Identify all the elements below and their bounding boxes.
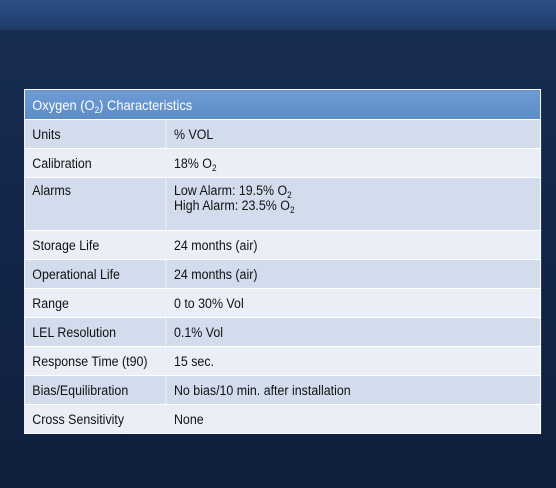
table-title: Oxygen (O2) Characteristics [23, 89, 542, 120]
oxygen-characteristics-table: Oxygen (O2) Characteristics Units % VOL … [23, 89, 542, 434]
row-value: % VOL [165, 119, 542, 149]
row-label: LEL Resolution [23, 317, 167, 347]
top-banner [0, 0, 556, 30]
table-row-operational-life: Operational Life 24 months (air) [23, 259, 542, 289]
row-label: Response Time (t90) [23, 346, 167, 376]
row-value: 24 months (air) [165, 230, 542, 260]
row-label: Units [23, 119, 167, 149]
row-label: Alarms [23, 177, 167, 231]
row-label: Operational Life [23, 259, 167, 289]
row-value: 0 to 30% Vol [165, 288, 542, 318]
low-alarm-value: Low Alarm: 19.5% O2 [173, 183, 292, 200]
table-row-response-time: Response Time (t90) 15 sec. [23, 346, 542, 376]
row-label: Calibration [23, 148, 167, 178]
row-value: No bias/10 min. after installation [165, 375, 542, 405]
row-value: 24 months (air) [165, 259, 542, 289]
row-label: Range [23, 288, 167, 318]
table-row-units: Units % VOL [23, 119, 542, 149]
high-alarm-value: High Alarm: 23.5% O2 [173, 198, 295, 215]
table-row-cross-sensitivity: Cross Sensitivity None [23, 404, 542, 434]
table-row-bias-equilibration: Bias/Equilibration No bias/10 min. after… [23, 375, 542, 405]
row-value: None [165, 404, 542, 434]
row-value: 15 sec. [165, 346, 542, 376]
table-row-lel-resolution: LEL Resolution 0.1% Vol [23, 317, 542, 347]
row-label: Storage Life [23, 230, 167, 260]
row-label: Cross Sensitivity [23, 404, 167, 434]
row-value: 18% O2 [165, 148, 542, 178]
table-header-row: Oxygen (O2) Characteristics [23, 89, 542, 120]
row-value: Low Alarm: 19.5% O2 High Alarm: 23.5% O2 [165, 177, 542, 231]
row-label: Bias/Equilibration [23, 375, 167, 405]
table-row-calibration: Calibration 18% O2 [23, 148, 542, 178]
table-row-alarms: Alarms Low Alarm: 19.5% O2 High Alarm: 2… [23, 177, 542, 231]
table-row-storage-life: Storage Life 24 months (air) [23, 230, 542, 260]
row-value: 0.1% Vol [165, 317, 542, 347]
table-row-range: Range 0 to 30% Vol [23, 288, 542, 318]
